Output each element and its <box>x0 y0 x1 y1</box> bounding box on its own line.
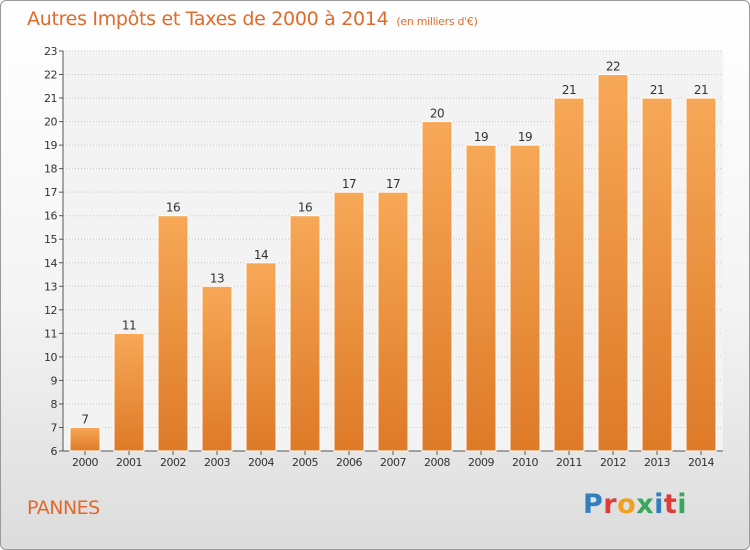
bar-value-label: 16 <box>166 201 180 215</box>
y-tick-label: 11 <box>44 327 57 340</box>
bar-value-label: 22 <box>606 60 620 74</box>
x-tick-label: 2010 <box>512 456 538 469</box>
x-tick-label: 2003 <box>204 456 230 469</box>
bar <box>641 97 673 452</box>
bar <box>465 144 497 452</box>
logo-letter: P <box>583 489 604 520</box>
bar <box>597 74 629 452</box>
bar <box>201 285 233 452</box>
chart-title-text: Autres Impôts et Taxes de 2000 à 2014 <box>27 8 389 30</box>
y-tick-label: 6 <box>51 445 58 458</box>
bar <box>421 121 453 452</box>
chart-unit: (en milliers d'€) <box>396 15 478 28</box>
y-tick-label: 9 <box>51 374 58 387</box>
x-tick-label: 2013 <box>644 456 670 469</box>
y-tick-label: 12 <box>44 304 57 317</box>
bar-value-label: 21 <box>694 83 708 97</box>
bar-value-label: 7 <box>81 412 88 426</box>
bar-value-label: 14 <box>254 248 268 262</box>
x-tick-label: 2000 <box>72 456 98 469</box>
bar-value-label: 19 <box>474 130 488 144</box>
y-tick-label: 15 <box>44 233 57 246</box>
y-tick-label: 7 <box>51 421 58 434</box>
x-tick-label: 2004 <box>248 456 274 469</box>
bar <box>377 191 409 452</box>
bar-value-label: 20 <box>430 107 444 121</box>
y-tick-label: 21 <box>44 92 57 105</box>
bar-value-label: 19 <box>518 130 532 144</box>
x-tick-label: 2007 <box>380 456 406 469</box>
x-tick-label: 2002 <box>160 456 186 469</box>
x-tick-label: 2001 <box>116 456 142 469</box>
bar <box>333 191 365 452</box>
place-name: PANNES <box>27 497 100 519</box>
y-tick-label: 17 <box>44 186 57 199</box>
x-tick-label: 2014 <box>688 456 714 469</box>
bar <box>245 262 277 452</box>
bar <box>685 97 717 452</box>
y-tick-label: 18 <box>44 163 57 176</box>
y-tick-label: 13 <box>44 280 57 293</box>
bar-value-label: 17 <box>386 177 400 191</box>
y-tick-label: 8 <box>51 398 58 411</box>
x-tick-label: 2008 <box>424 456 450 469</box>
logo-letter: o <box>617 489 637 520</box>
y-tick-label: 19 <box>44 139 57 152</box>
bar-value-label: 13 <box>210 271 224 285</box>
x-tick-label: 2006 <box>336 456 362 469</box>
bar-value-label: 21 <box>562 83 576 97</box>
x-tick-label: 2012 <box>600 456 626 469</box>
bar-value-label: 17 <box>342 177 356 191</box>
x-tick-label: 2005 <box>292 456 318 469</box>
x-tick-label: 2011 <box>556 456 582 469</box>
bar <box>113 332 145 452</box>
logo-letter: r <box>603 489 618 520</box>
bar-value-label: 16 <box>298 201 312 215</box>
bar-value-label: 11 <box>122 318 136 332</box>
bar <box>69 426 101 452</box>
bar <box>509 144 541 452</box>
y-tick-label: 20 <box>44 116 57 129</box>
bar-value-label: 21 <box>650 83 664 97</box>
y-tick-label: 10 <box>44 351 57 364</box>
chart-title: Autres Impôts et Taxes de 2000 à 2014 (en… <box>27 8 478 30</box>
x-tick-label: 2009 <box>468 456 494 469</box>
proxiti-logo: Proxiti <box>583 489 687 520</box>
y-tick-label: 16 <box>44 210 57 223</box>
logo-letter: t <box>663 489 678 520</box>
bar <box>157 215 189 452</box>
logo-letter: x <box>636 489 655 520</box>
y-tick-label: 23 <box>44 45 57 58</box>
bar <box>553 97 585 452</box>
y-tick-label: 22 <box>44 69 57 82</box>
logo-letter: i <box>654 489 664 520</box>
y-tick-label: 14 <box>44 257 57 270</box>
bar <box>289 215 321 452</box>
logo-letter: i <box>677 489 688 520</box>
